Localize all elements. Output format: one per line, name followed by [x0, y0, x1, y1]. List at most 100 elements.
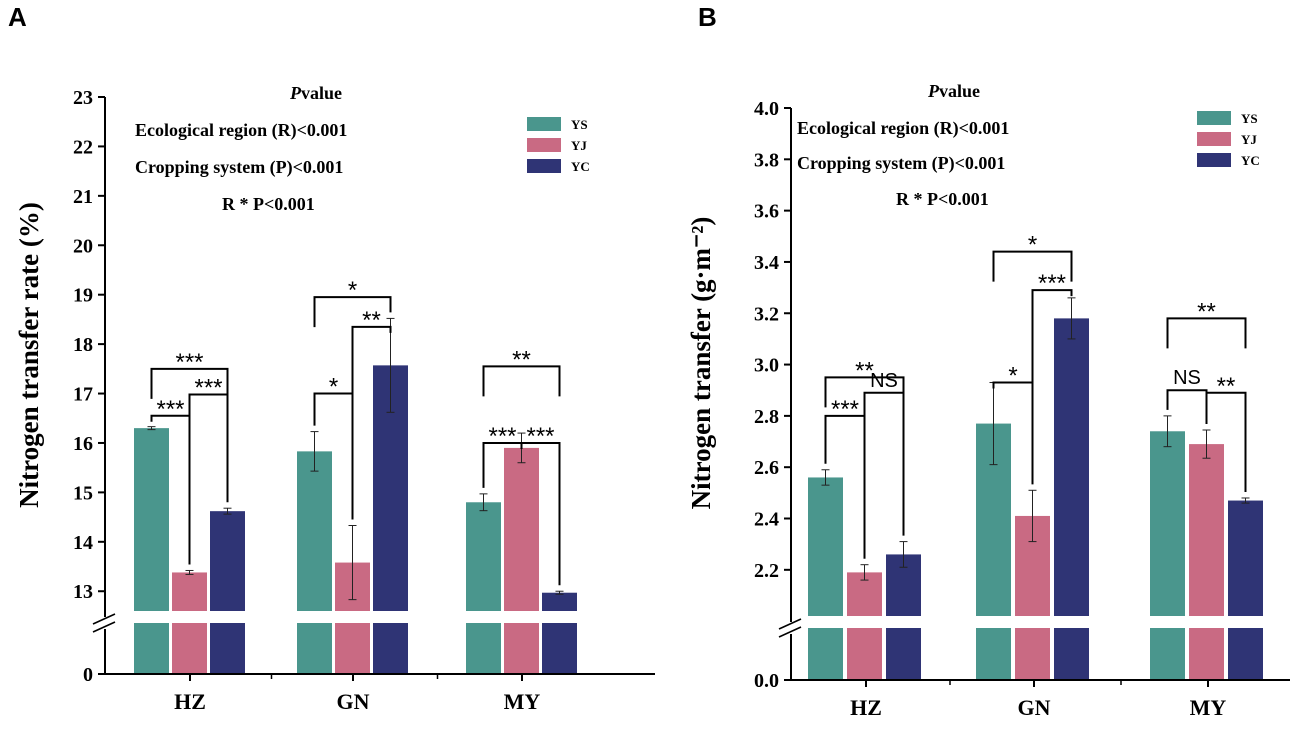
legend-swatch-ys [527, 117, 561, 131]
significance-bracket [992, 250, 1073, 282]
bar-my-ys [1150, 431, 1185, 616]
stats-line: Ecological region (R)<0.001 [135, 120, 347, 141]
significance-label: *** [194, 375, 222, 402]
significance-label: *** [1038, 270, 1066, 297]
x-tick-label: HZ [850, 695, 882, 720]
x-tick-label: GN [1018, 695, 1051, 720]
significance-bracket [313, 296, 392, 328]
chart-panel-b: B 2.2 2.4 2.6 2.8 3.0 3.2 3.4 3.6 3.8 4.0 0.0 HZ GN MY… [686, 2, 1290, 720]
axis-break-mark [92, 613, 116, 625]
y-axis-label: Nitrogen transfer rate (%) [14, 202, 44, 508]
stats-title: Pvalue [289, 83, 342, 103]
bar-base-hz-yc [210, 623, 245, 674]
legend-label-yc: YC [571, 159, 590, 174]
significance-label: *** [831, 396, 859, 423]
significance-bracket [824, 376, 905, 408]
significance-bracket [863, 391, 905, 559]
bar-base-hz-yj [172, 623, 207, 674]
stats-line: R * P<0.001 [222, 194, 315, 214]
significance-bracket [482, 365, 561, 397]
x-tick-label: MY [1190, 695, 1227, 720]
stats-line: Cropping system (P)<0.001 [135, 157, 343, 178]
stats-title-rest: value [301, 83, 342, 103]
y-tick-label: 19 [73, 285, 93, 307]
significance-bracket [188, 393, 229, 565]
bar-base-gn-yj [1015, 628, 1050, 680]
bar-base-my-yj [504, 623, 539, 674]
significance-bracket [150, 367, 229, 399]
significance-bracket [1031, 289, 1073, 485]
y-tick-label: 3.0 [754, 355, 779, 377]
significance-label: ** [512, 346, 531, 373]
significance-bracket [1166, 317, 1247, 349]
bar-my-ys [466, 502, 501, 611]
bar-base-gn-ys [297, 623, 332, 674]
axis-break-mark [778, 618, 802, 630]
bar-hz-yj [172, 572, 207, 611]
y-tick-label: 4.0 [754, 98, 779, 120]
bar-my-yj [504, 447, 539, 611]
bar-my-yc [542, 592, 577, 611]
bar-base-my-ys [466, 623, 501, 674]
bar-base-gn-ys [976, 628, 1011, 680]
y-tick-label: 0.0 [754, 670, 779, 692]
y-tick-label: 2.6 [754, 457, 779, 479]
significance-label: * [348, 277, 357, 304]
bar-base-hz-ys [134, 623, 169, 674]
bar-base-gn-yc [1054, 628, 1089, 680]
x-tick-label: GN [337, 689, 370, 714]
bar-hz-ys [808, 477, 843, 616]
legend-swatch-yc [1197, 153, 1231, 167]
y-tick-label: 18 [73, 334, 93, 356]
bar-base-hz-ys [808, 628, 843, 680]
stats-title-italic: P [927, 81, 940, 101]
bar-base-my-yc [542, 623, 577, 674]
axis-break-mark [778, 626, 802, 638]
stats-line: R * P<0.001 [896, 189, 989, 209]
significance-label: ** [1197, 298, 1216, 325]
significance-label: *** [156, 396, 184, 423]
legend-label-yj: YJ [1241, 132, 1257, 147]
y-tick-label: 14 [73, 532, 93, 554]
significance-bracket [351, 325, 392, 520]
panel-letter: A [8, 2, 27, 32]
y-tick-label: 22 [73, 136, 93, 158]
y-tick-label: 3.8 [754, 149, 779, 171]
bar-base-hz-yc [886, 628, 921, 680]
chart-panel-a: A 13 14 15 16 17 18 19 20 21 22 23 0 HZ GN MY Nitrogen t… [8, 2, 655, 714]
stats-title-rest: value [939, 81, 980, 101]
significance-label: ** [1217, 373, 1236, 400]
y-tick-label: 3.4 [754, 252, 779, 274]
significance-bracket [1205, 391, 1247, 492]
legend-swatch-yj [1197, 132, 1231, 146]
legend-swatch-yj [527, 138, 561, 152]
bar-base-my-yj [1189, 628, 1224, 680]
y-tick-label: 17 [73, 384, 93, 406]
y-tick-label: 2.2 [754, 560, 779, 582]
x-tick-label: HZ [174, 689, 206, 714]
significance-label: *** [488, 423, 516, 450]
significance-label: NS [1173, 367, 1201, 389]
y-tick-label: 2.8 [754, 406, 779, 428]
significance-label: *** [526, 423, 554, 450]
y-tick-label: 0 [83, 664, 93, 686]
bar-base-hz-yj [847, 628, 882, 680]
y-tick-label: 3.6 [754, 201, 779, 223]
significance-label: * [329, 374, 338, 401]
y-tick-label: 20 [73, 235, 93, 257]
stats-line: Cropping system (P)<0.001 [797, 153, 1005, 174]
legend-label-yj: YJ [571, 138, 587, 153]
bar-hz-ys [134, 428, 169, 611]
y-tick-label: 13 [73, 581, 93, 603]
panel-letter: B [698, 2, 717, 32]
significance-label: ** [855, 357, 874, 384]
bar-base-gn-yj [335, 623, 370, 674]
legend-swatch-ys [1197, 111, 1231, 125]
significance-label: * [1008, 363, 1017, 390]
significance-bracket [1166, 389, 1208, 424]
significance-bracket [520, 441, 561, 586]
bar-base-my-yc [1228, 628, 1263, 680]
stats-title: Pvalue [927, 81, 980, 101]
y-tick-label: 3.2 [754, 303, 779, 325]
axis-break-mark [92, 621, 116, 633]
